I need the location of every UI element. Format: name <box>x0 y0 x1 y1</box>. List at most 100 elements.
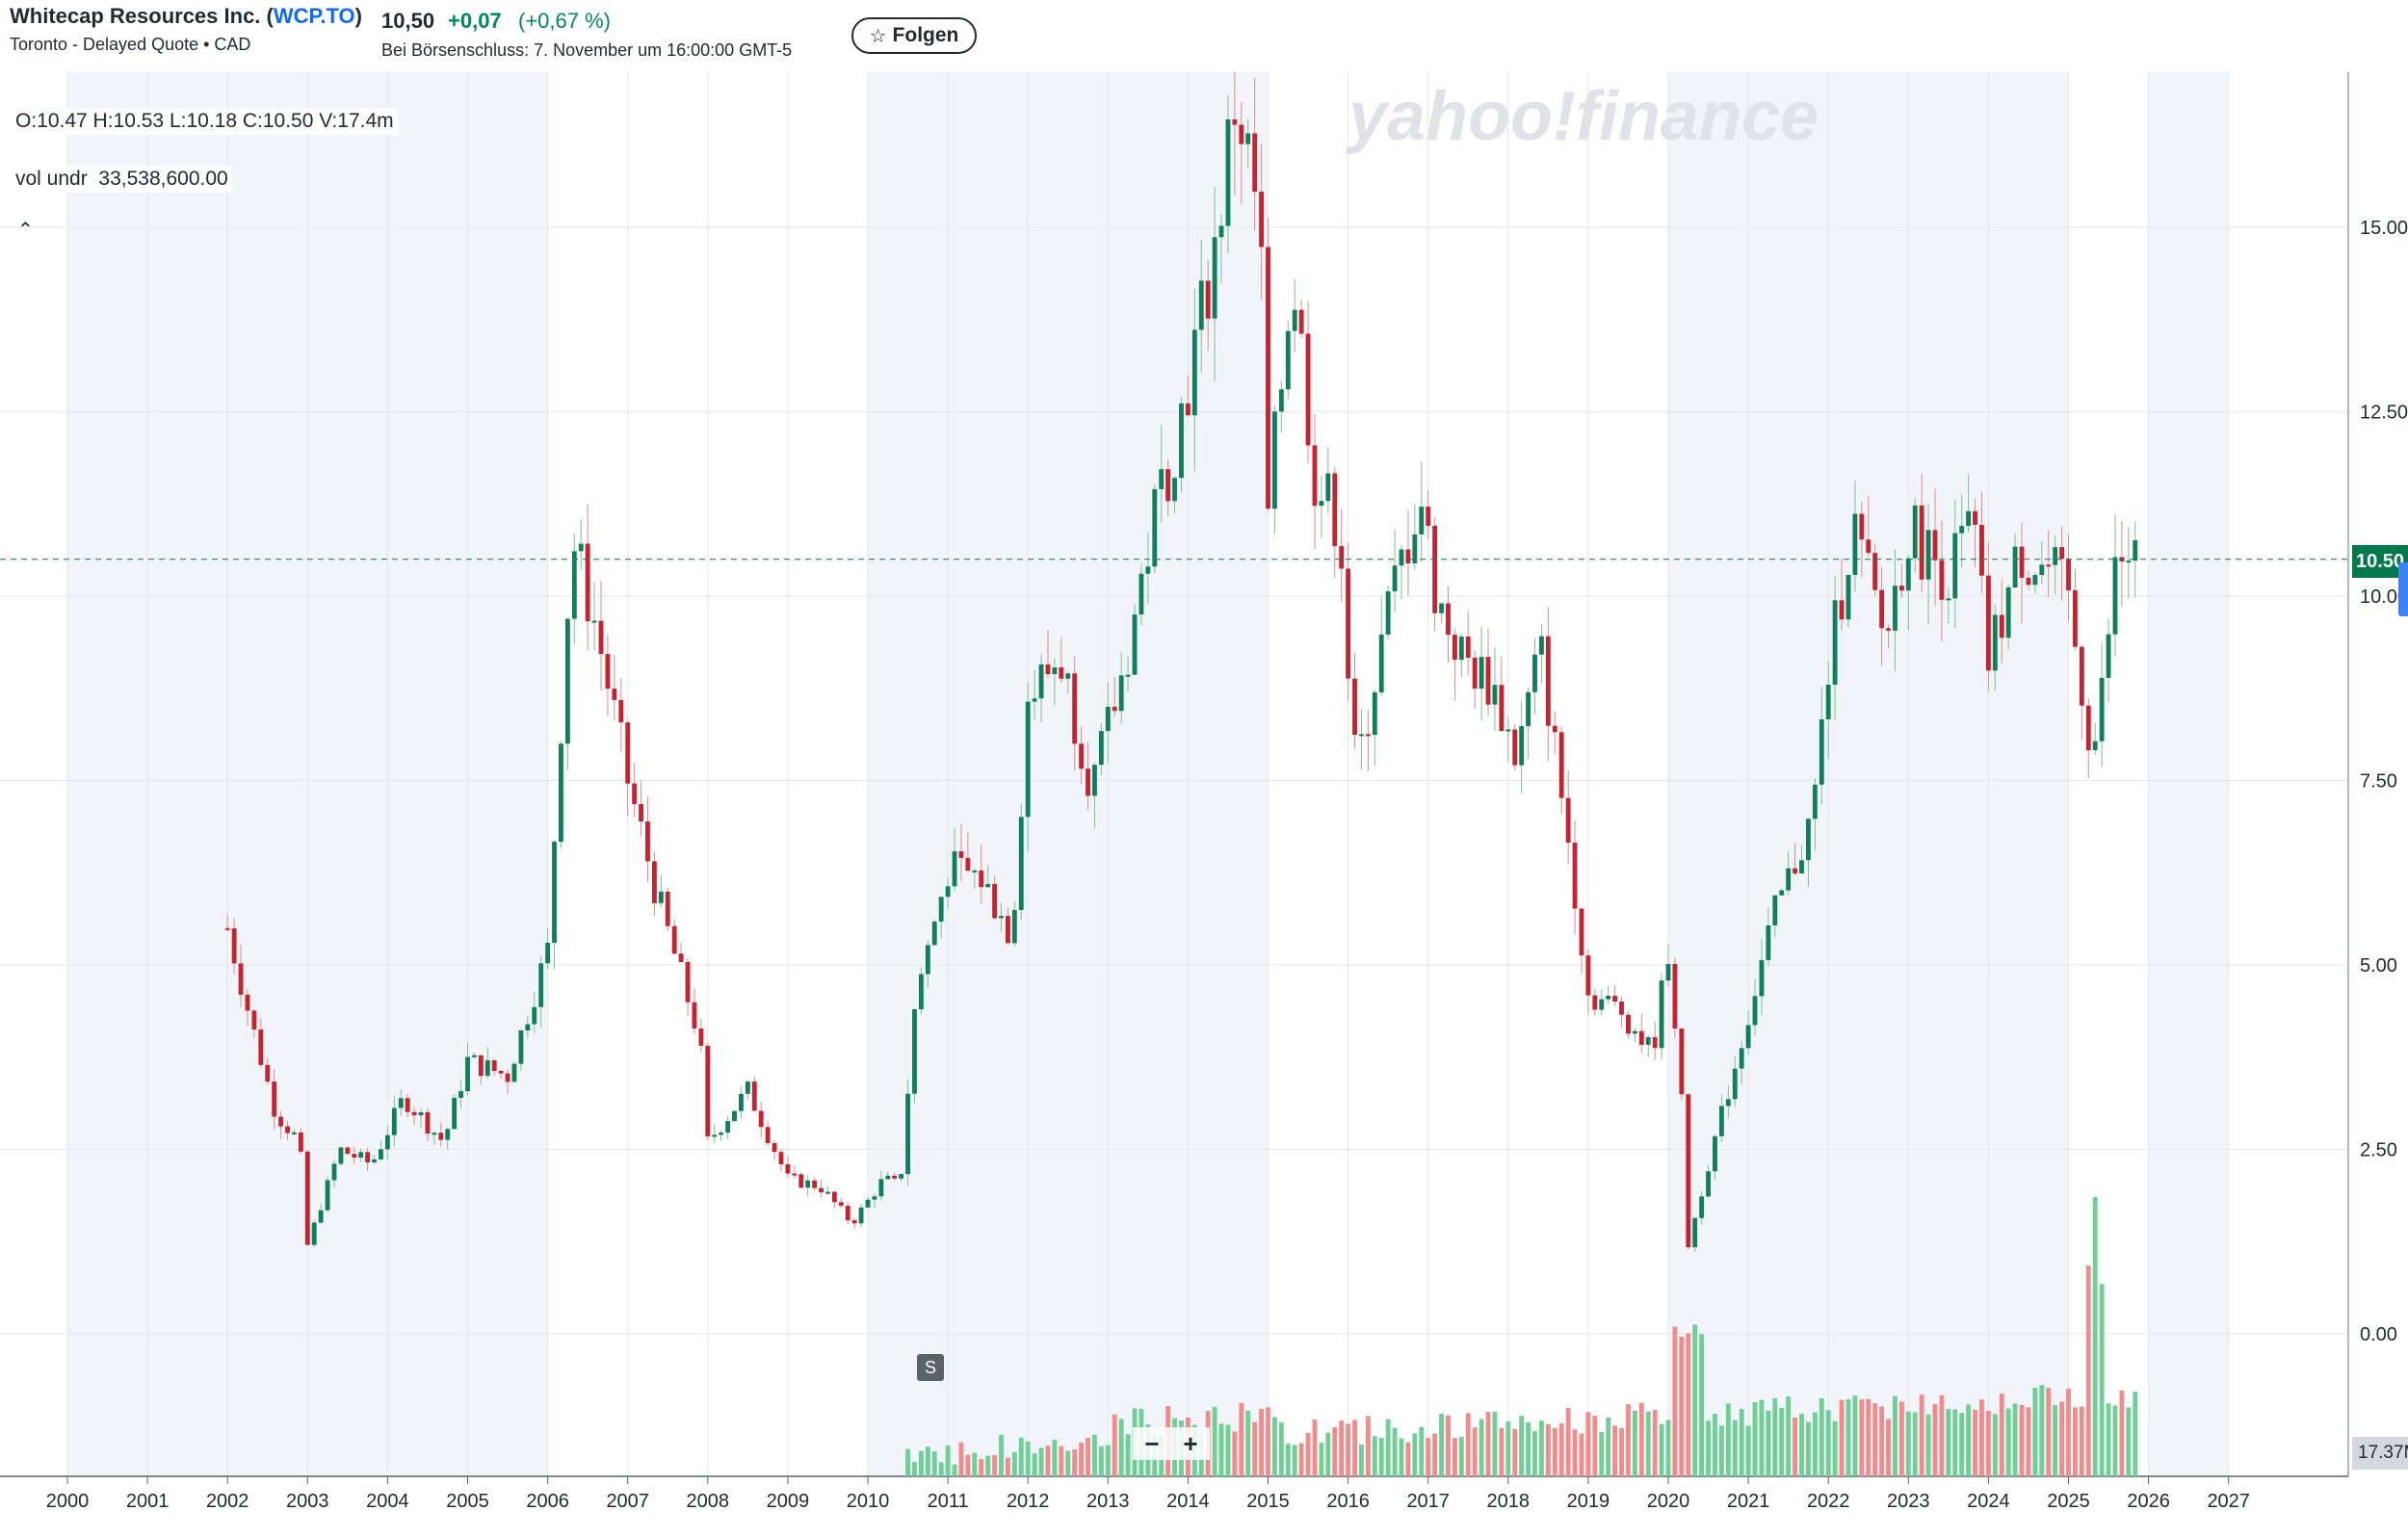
y-tick-label: 15.00 <box>2360 218 2408 239</box>
candle-body <box>1638 1030 1644 1045</box>
candle-body <box>452 1097 458 1130</box>
candle-body <box>605 654 611 690</box>
candle-body <box>465 1056 470 1092</box>
candle-body <box>1898 586 1904 591</box>
candle-body <box>2133 539 2138 561</box>
candle-body <box>979 870 984 888</box>
volume-bar <box>1686 1333 1691 1476</box>
y-tick-label: 2.50 <box>2360 1140 2397 1161</box>
candle-body <box>1212 237 1217 319</box>
candlestick-chart[interactable]: 0.00 2.50 5.00 7.50 10.00 12.50 15.00 yahoo!fin… <box>0 51 2408 1532</box>
candle-body <box>645 821 650 862</box>
volume-bar <box>2119 1390 2125 1476</box>
volume-bar <box>1225 1424 1231 1476</box>
candle-body <box>1572 843 1578 909</box>
volume-bar <box>1378 1437 1384 1476</box>
candle-body <box>438 1133 444 1140</box>
candle-body <box>1006 916 1010 944</box>
candle-body <box>1059 666 1064 679</box>
zoom-controls: − + <box>1133 1427 1210 1460</box>
volume-bar <box>931 1451 937 1476</box>
candle-body <box>525 1024 531 1031</box>
candle-body <box>905 1093 910 1175</box>
candle-body <box>278 1116 284 1127</box>
volume-bar <box>1499 1428 1505 1476</box>
volume-bar <box>1606 1417 1611 1476</box>
candle-body <box>1592 995 1598 1010</box>
candle-body <box>999 916 1004 919</box>
candle-body <box>705 1045 711 1136</box>
candle-body <box>1465 636 1471 658</box>
volume-bar <box>1612 1425 1618 1476</box>
candle-body <box>2005 586 2011 638</box>
x-tick-label: 2006 <box>526 1491 569 1512</box>
candle-body <box>1172 478 1177 502</box>
candle-body <box>938 897 944 923</box>
zoom-in-button[interactable]: + <box>1183 1428 1198 1458</box>
volume-bar <box>2112 1405 2118 1476</box>
y-tick-label: 5.00 <box>2360 955 2397 977</box>
volume-bar <box>1098 1446 1104 1476</box>
side-panel-handle[interactable] <box>2398 562 2408 616</box>
volume-bar <box>2133 1392 2138 1476</box>
candle-body <box>1565 797 1571 844</box>
candle-body <box>1912 505 1918 559</box>
volume-bar <box>2039 1385 2045 1476</box>
candle-body <box>618 699 624 723</box>
company-name: Whitecap Resources Inc. (WCP.TO) <box>10 4 362 28</box>
candle-body <box>1346 568 1351 679</box>
candle-body <box>972 870 978 873</box>
candle-body <box>1839 600 1845 620</box>
candle-body <box>552 842 557 943</box>
candle-body <box>1992 614 1998 671</box>
candle-body <box>658 891 664 903</box>
candle-body <box>365 1152 371 1162</box>
chart-area[interactable]: 0.00 2.50 5.00 7.50 10.00 12.50 15.00 yahoo!fin… <box>0 51 2408 1532</box>
zoom-out-button[interactable]: − <box>1144 1428 1160 1458</box>
volume-bar <box>1298 1443 1304 1476</box>
volume-bar <box>1859 1399 1865 1476</box>
x-tick-label: 2025 <box>2047 1491 2090 1512</box>
candle-body <box>432 1133 437 1135</box>
candle-body <box>651 861 657 903</box>
candle-body <box>1092 765 1097 796</box>
candle-body <box>1472 657 1478 689</box>
candle-body <box>1165 469 1171 502</box>
chevron-up-icon[interactable]: ⌃ <box>17 220 34 241</box>
candle-body <box>1372 691 1377 736</box>
star-icon: ☆ <box>869 25 887 47</box>
candle-body <box>1732 1068 1738 1100</box>
candle-body <box>1278 389 1284 412</box>
volume-bar <box>1912 1412 1918 1476</box>
candle-body <box>1365 734 1371 737</box>
volume-bar <box>1745 1425 1751 1476</box>
candle-body <box>491 1060 497 1071</box>
volume-bar <box>1552 1428 1557 1476</box>
split-event-marker[interactable]: S <box>917 1354 944 1381</box>
candle-body <box>1419 507 1425 534</box>
candle-body <box>1252 133 1258 193</box>
ticker-link[interactable]: WCP.TO <box>273 4 355 28</box>
candle-body <box>1239 124 1244 144</box>
candle-body <box>338 1147 344 1164</box>
volume-bar <box>1079 1442 1085 1476</box>
candle-body <box>1485 657 1491 705</box>
candle-body <box>1399 549 1404 566</box>
volume-bar <box>1465 1413 1471 1476</box>
candle-body <box>564 618 570 744</box>
volume-bar <box>1399 1438 1404 1476</box>
volume-bar <box>2099 1284 2105 1476</box>
volume-bar <box>1959 1413 1965 1476</box>
volume-bar <box>2053 1404 2058 1476</box>
candle-body <box>538 963 544 1007</box>
volume-bar <box>1852 1395 1858 1476</box>
follow-button[interactable]: ☆ Folgen <box>851 17 977 54</box>
candle-body <box>1218 225 1224 238</box>
volume-bar <box>1665 1420 1671 1476</box>
candle-body <box>518 1030 524 1064</box>
volume-bar <box>1446 1415 1451 1476</box>
volume-bar <box>1485 1412 1491 1476</box>
volume-bar <box>1359 1445 1364 1476</box>
volume-bar <box>1946 1409 1951 1476</box>
volume-bar <box>2012 1403 2018 1476</box>
